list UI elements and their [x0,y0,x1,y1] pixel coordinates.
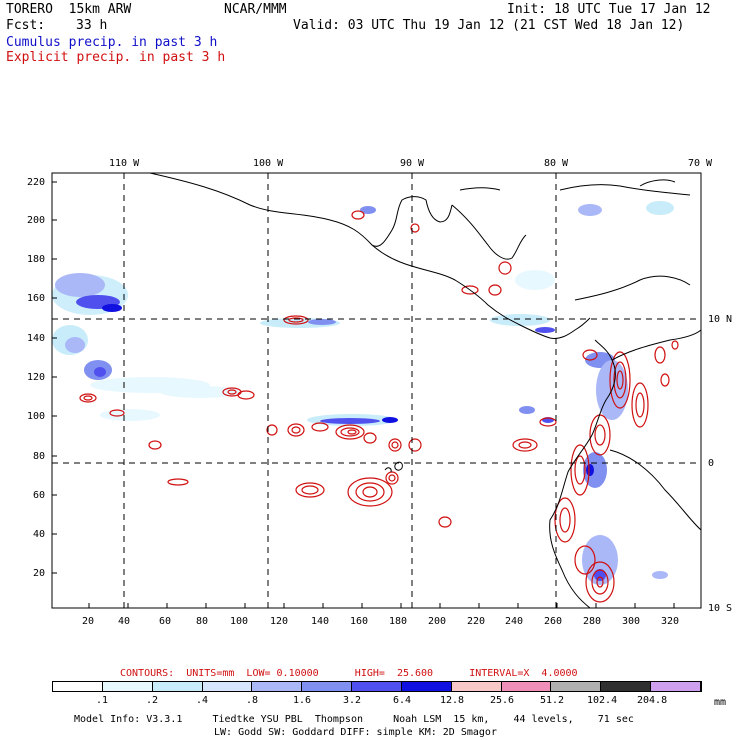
colorbar-swatch [53,682,103,691]
y-tick-label: 180 [27,254,46,265]
colorbar-label: .4 [196,695,209,706]
x-tick-label: 280 [583,616,602,627]
x-tick-label: 300 [622,616,641,627]
y-tick-label: 20 [33,568,46,579]
x-tick-label: 160 [350,616,369,627]
y-tick-label: 140 [27,333,46,344]
y-tick-label: 220 [27,177,46,188]
colorbar-swatch [451,682,502,691]
map-frame [51,172,702,609]
colorbar-unit: mm [714,697,727,708]
model-info-line-2: LW: Godd SW: Goddard DIFF: simple KM: 2D… [214,727,497,738]
lon-label-80w: 80 W [544,158,569,169]
colorbar-label: 1.6 [293,695,312,706]
colorbar-label: 12.8 [440,695,465,706]
y-tick-label: 200 [27,215,46,226]
coastlines [149,173,701,608]
y-tick-label: 40 [33,529,46,540]
colorbar-swatch [651,682,701,691]
model-title: TORERO 15km ARW [6,2,132,17]
lat-lon-grid [52,173,701,608]
forecast-label: Fcst: [6,18,46,33]
colorbar-label: 6.4 [393,695,412,706]
lon-label-90w: 90 W [400,158,425,169]
x-tick-label: 220 [467,616,486,627]
x-tick-label: 260 [544,616,563,627]
contour-info: CONTOURS: UNITS=mm LOW= 0.10000 HIGH= 25… [120,668,578,679]
valid-time: Valid: 03 UTC Thu 19 Jan 12 (21 CST Wed … [293,18,685,33]
colorbar-labels: .1 .2 .4 .8 1.6 3.2 6.4 12.8 25.6 51.2 102.4 204.8 [0,696,740,708]
lon-label-70w: 70 W [688,158,713,169]
x-tick-label: 200 [428,616,447,627]
y-tick-label: 100 [27,411,46,422]
x-tick-label: 100 [230,616,249,627]
x-tick-label: 60 [159,616,172,627]
explicit-precip-contours [79,210,679,603]
y-tick-label: 120 [27,372,46,383]
x-tick-label: 140 [311,616,330,627]
x-axis-tick-marks [88,603,675,608]
colorbar-swatch [202,682,253,691]
colorbar-label: 204.8 [637,695,668,706]
forecast-hours: 33 h [76,18,108,33]
colorbar-label: .1 [96,695,109,706]
init-time: Init: 18 UTC Tue 17 Jan 12 [507,2,711,17]
y-tick-label: 160 [27,293,46,304]
y-tick-label: 60 [33,490,46,501]
y-axis-tick-marks [52,181,57,574]
colorbar-label: .2 [146,695,159,706]
legend-cumulus: Cumulus precip. in past 3 h [6,35,218,50]
lat-label-10s: 10 S [708,603,733,614]
x-tick-label: 40 [118,616,131,627]
x-tick-label: 320 [661,616,680,627]
colorbar-label: 25.6 [490,695,515,706]
y-tick-label: 80 [33,451,46,462]
org-label: NCAR/MMM [224,2,287,17]
colorbar-swatch [102,682,153,691]
legend-explicit: Explicit precip. in past 3 h [6,50,226,65]
colorbar-swatch [551,682,602,691]
x-tick-label: 180 [389,616,408,627]
colorbar-label: .8 [246,695,259,706]
cumulus-precip-areas [52,201,674,585]
colorbar-swatch [601,682,652,691]
colorbar-swatch [252,682,303,691]
x-tick-label: 80 [196,616,209,627]
lon-label-100w: 100 W [253,158,284,169]
model-info-line-1: Model Info: V3.3.1 Tiedtke YSU PBL Thomp… [74,714,634,725]
colorbar [52,681,702,692]
x-tick-label: 20 [82,616,95,627]
x-tick-label: 240 [505,616,524,627]
lon-label-110w: 110 W [109,158,140,169]
colorbar-label: 3.2 [343,695,362,706]
colorbar-label: 51.2 [540,695,565,706]
colorbar-swatch [302,682,353,691]
colorbar-swatch [501,682,552,691]
colorbar-label: 102.4 [587,695,618,706]
colorbar-swatch [152,682,203,691]
colorbar-swatch [401,682,452,691]
x-tick-label: 120 [270,616,289,627]
lat-label-0: 0 [708,458,715,469]
lat-label-10n: 10 N [708,314,733,325]
colorbar-swatch [352,682,402,691]
